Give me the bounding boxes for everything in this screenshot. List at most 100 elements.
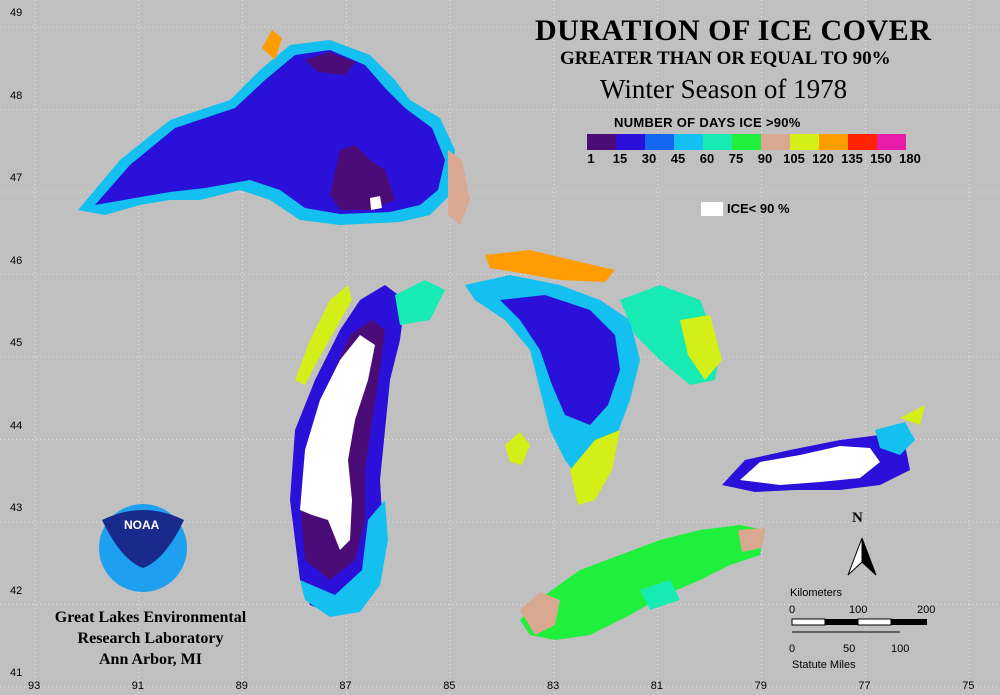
green-bay xyxy=(295,285,352,385)
lon-label: 75 xyxy=(962,680,975,692)
lon-label: 89 xyxy=(235,680,248,692)
legend-swatch-15-30 xyxy=(616,134,645,150)
map-season: Winter Season of 1978 xyxy=(600,74,848,104)
lake-superior-north-shore xyxy=(262,30,282,60)
scale-bar-km-1 xyxy=(791,618,826,626)
legend-swatch-45-60 xyxy=(674,134,703,150)
legend-tick-label: 135 xyxy=(841,151,863,166)
scale-bar-km-4 xyxy=(891,619,927,625)
legend-swatch-1-15 xyxy=(587,134,616,150)
north-arrow xyxy=(847,537,877,576)
lake-huron-south xyxy=(570,430,620,505)
lon-label: 77 xyxy=(858,680,871,692)
legend-tick-label: 15 xyxy=(612,151,628,166)
lon-label: 87 xyxy=(339,680,352,692)
legend-tick-label: 30 xyxy=(641,151,657,166)
lon-label: 93 xyxy=(28,680,41,692)
legend-tick-label: 180 xyxy=(899,151,921,166)
lake-michigan xyxy=(290,280,445,617)
legend-tick-labels: 1 15 30 45 60 75 90 105 120 135 150 180 xyxy=(576,151,936,167)
scale-bar-km-2 xyxy=(825,619,858,625)
scale-mi-label: Statute Miles xyxy=(792,659,856,671)
lake-superior xyxy=(78,30,470,225)
north-label: N xyxy=(852,510,863,526)
legend-tick-label: 150 xyxy=(870,151,892,166)
north-channel xyxy=(485,250,615,282)
org-line-2: Research Laboratory xyxy=(77,630,224,647)
saginaw-bay xyxy=(505,432,530,465)
legend-title: NUMBER OF DAYS ICE >90% xyxy=(614,115,801,130)
lake-erie-east xyxy=(738,528,765,552)
lake-michigan-open-water xyxy=(300,335,375,550)
lat-label: 44 xyxy=(10,419,23,432)
lake-huron-center xyxy=(500,295,620,425)
lat-label: 49 xyxy=(10,7,23,19)
lat-label: 48 xyxy=(10,89,23,102)
lake-ontario xyxy=(722,405,925,492)
scale-bar xyxy=(791,618,927,633)
lake-ontario-east xyxy=(875,422,915,455)
georgian-bay-east xyxy=(680,315,722,380)
lake-superior-ice-patch xyxy=(370,196,382,210)
legend-swatch-150-180 xyxy=(877,134,906,150)
legend-tick-label: 105 xyxy=(783,151,805,166)
legend-swatch-105-120 xyxy=(790,134,819,150)
map-title: DURATION OF ICE COVER xyxy=(535,14,932,47)
lake-michigan-shore-band xyxy=(300,500,388,617)
scale-bar-km-3 xyxy=(857,618,892,626)
lake-erie-patch xyxy=(640,580,680,610)
scale-km-tick-0: 0 xyxy=(789,604,796,616)
lat-label: 47 xyxy=(10,172,23,184)
lake-erie-west xyxy=(520,592,560,635)
legend-tick-label: 1 xyxy=(587,151,595,166)
lon-label: 81 xyxy=(650,680,664,692)
lake-superior-nw-core xyxy=(305,52,355,75)
lat-label: 43 xyxy=(10,502,23,514)
scale-km-label: Kilometers xyxy=(790,587,842,599)
lake-superior-core xyxy=(330,145,395,210)
legend-swatch-135-150 xyxy=(848,134,877,150)
lon-label: 85 xyxy=(443,680,456,692)
north-arrow-left xyxy=(847,537,863,576)
lake-ontario-ice-free xyxy=(740,446,880,485)
legend-swatch-120-135 xyxy=(819,134,848,150)
noaa-logo xyxy=(99,504,187,592)
lat-label: 42 xyxy=(10,584,23,597)
legend-swatch-30-45 xyxy=(645,134,674,150)
org-line-1: Great Lakes Environmental xyxy=(54,609,247,626)
noaa-logo-text: NOAA xyxy=(124,518,160,532)
legend-color-bar xyxy=(587,134,906,150)
legend-swatch-60-75 xyxy=(703,134,732,150)
lake-erie-body xyxy=(520,525,765,640)
scale-mi-tick-0: 0 xyxy=(789,643,796,655)
legend-swatch-75-90 xyxy=(732,134,761,150)
lon-label: 79 xyxy=(754,680,767,692)
map-subtitle: GREATER THAN OR EQUAL TO 90% xyxy=(560,48,891,69)
lat-label: 41 xyxy=(10,667,23,679)
lake-erie xyxy=(520,525,765,640)
lake-ontario-tip xyxy=(900,405,925,425)
ice-less-label: ICE< 90 % xyxy=(727,201,790,216)
legend-tick-label: 60 xyxy=(699,151,715,166)
legend-tick-label: 90 xyxy=(757,151,773,166)
lake-michigan-north xyxy=(395,280,445,325)
legend-swatch-90-105 xyxy=(761,134,790,150)
scale-mi-tick-50: 50 xyxy=(843,643,856,655)
ice-less-swatch xyxy=(701,202,723,216)
lake-huron xyxy=(465,250,722,505)
lake-superior-east-shore xyxy=(448,150,470,225)
lat-label: 45 xyxy=(10,337,23,349)
legend-tick-label: 75 xyxy=(728,151,744,166)
north-arrow-right xyxy=(861,537,877,576)
lat-label: 46 xyxy=(10,254,23,267)
legend-tick-label: 120 xyxy=(812,151,834,166)
lon-label: 83 xyxy=(547,680,560,692)
lon-label: 91 xyxy=(131,680,145,692)
org-line-3: Ann Arbor, MI xyxy=(99,651,202,668)
scale-km-tick-200: 200 xyxy=(917,604,936,616)
legend-tick-label: 45 xyxy=(670,151,686,166)
scale-km-tick-100: 100 xyxy=(849,604,868,616)
